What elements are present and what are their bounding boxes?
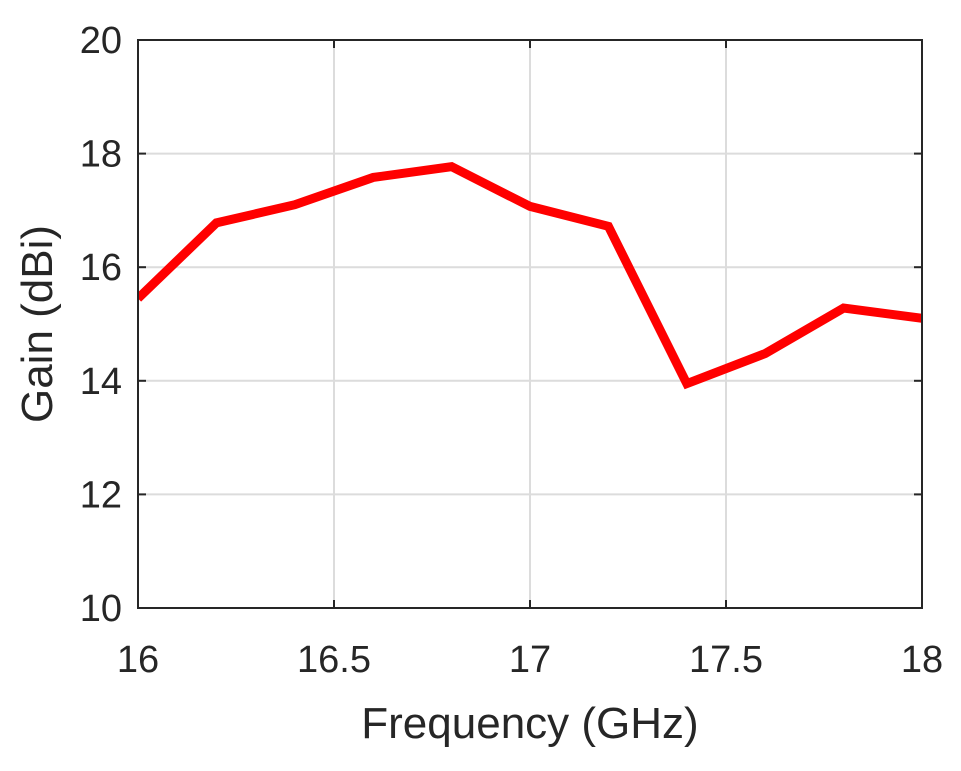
- x-tick-label: 16.5: [297, 639, 371, 681]
- tick-layer: [137, 39, 923, 609]
- series-layer: [138, 162, 922, 390]
- x-axis-title: Frequency (GHz): [361, 699, 698, 748]
- y-tick-label: 10: [80, 588, 122, 630]
- y-tick-label: 14: [80, 361, 122, 403]
- x-tick-label: 16: [117, 639, 159, 681]
- y-tick-label: 16: [80, 247, 122, 289]
- x-tick-label: 17.5: [689, 639, 763, 681]
- tick-label-layer: 16 16.5 17 17.5 18 10 12 14 16 18 20: [80, 20, 943, 681]
- x-tick-label: 18: [901, 639, 943, 681]
- y-axis-title: Gain (dBi): [13, 225, 62, 423]
- grid-layer: [137, 39, 923, 609]
- y-tick-label: 20: [80, 20, 122, 62]
- y-tick-label: 12: [80, 474, 122, 516]
- x-tick-label: 17: [509, 639, 551, 681]
- y-tick-label: 18: [80, 134, 122, 176]
- gain-series-line: [138, 162, 922, 390]
